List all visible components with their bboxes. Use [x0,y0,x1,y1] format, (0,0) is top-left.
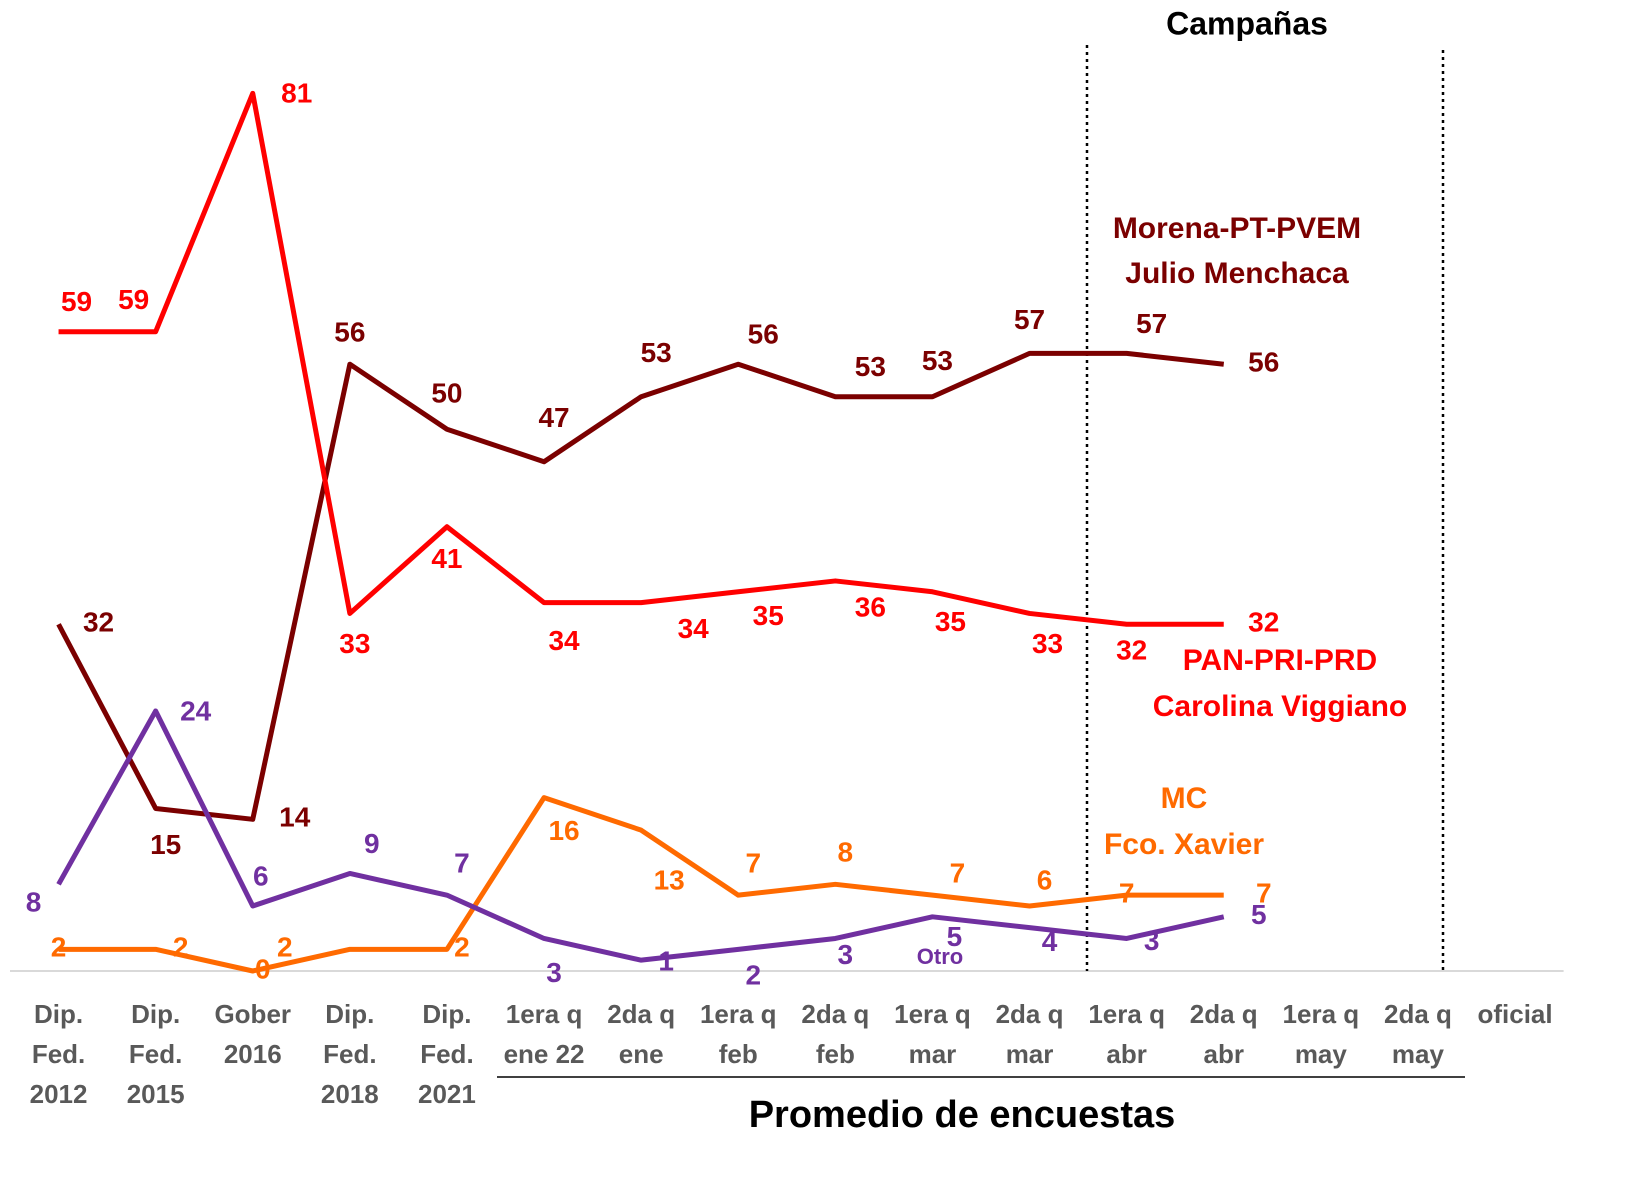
data-label: 15 [150,829,181,860]
x-tick-label: 1era q ene 22 [504,999,585,1069]
x-tick-label: Dip. Fed. 2018 [321,999,379,1109]
data-label: 2 [277,932,293,963]
data-label: 1 [658,946,674,977]
data-label: 36 [855,591,886,622]
data-label: 53 [922,345,953,376]
data-label: 32 [83,607,114,638]
data-label: 59 [118,284,149,315]
x-tick-label: 1era q mar [894,999,971,1069]
data-label: 14 [279,802,311,833]
data-label: 24 [180,695,212,726]
x-tick-label: 1era q feb [700,999,777,1069]
data-label: 3 [546,957,562,988]
x-tick-label: 1era q abr [1088,999,1165,1069]
data-label: 34 [548,625,580,656]
data-label: 9 [364,828,380,859]
data-label: 35 [753,600,784,631]
x-axis-title: Promedio de encuestas [749,1094,1176,1136]
data-label: 2 [173,932,189,963]
x-tick-label: Gober 2016 [214,999,291,1069]
data-label: 8 [838,837,854,868]
data-label: 35 [935,606,966,637]
x-tick-label: 1era q may [1283,999,1360,1069]
x-tick-label: 2da q ene [607,999,675,1069]
data-label: 57 [1136,308,1167,339]
data-label: 33 [1032,628,1063,659]
data-label: 47 [538,402,569,433]
data-label: 8 [26,887,42,918]
data-label: 7 [745,848,761,879]
data-label: 6 [253,860,269,891]
data-label: 53 [641,337,672,368]
series-line [58,795,1224,974]
data-label: 3 [838,939,854,970]
series-label: Otro [917,944,963,969]
data-label: 59 [61,286,92,317]
data-label: 0 [255,953,271,984]
data-label: 56 [1248,347,1279,378]
x-tick-label: Dip. Fed. 2015 [127,999,185,1109]
data-label: 33 [339,628,370,659]
x-tick-label: Dip. Fed. 2012 [30,999,88,1109]
series-label: Morena-PT-PVEM Julio Menchaca [1113,212,1361,290]
data-label: 7 [1119,878,1135,909]
data-label: 16 [548,815,579,846]
data-label: 81 [281,78,312,109]
series-line [56,350,1225,822]
series-line [58,90,1224,627]
data-label: 2 [745,960,761,991]
data-label: 2 [51,932,67,963]
data-label: 34 [678,613,710,644]
data-label: 53 [855,351,886,382]
data-label: 32 [1248,607,1279,638]
data-label: 7 [950,858,966,889]
data-label: 13 [654,865,685,896]
data-label: 7 [454,848,470,879]
data-label: 50 [431,378,462,409]
data-label: 56 [334,317,365,348]
data-label: 56 [748,319,779,350]
x-tick-label: 2da q feb [801,999,869,1069]
data-label: 57 [1014,304,1045,335]
x-tick-label: oficial [1477,999,1552,1029]
x-tick-label: 2da q abr [1190,999,1258,1069]
data-label: 7 [1256,878,1272,909]
data-label: 41 [431,543,462,574]
series-line [56,708,1225,963]
data-label: 5 [947,921,963,952]
series-label: PAN-PRI-PRD Carolina Viggiano [1153,644,1408,723]
chart-title: Campañas [1166,5,1328,41]
data-label: 5 [1251,899,1267,930]
x-tick-label: Dip. Fed. 2021 [418,999,476,1109]
data-label: 4 [1042,926,1058,957]
series-label: MC Fco. Xavier [1104,782,1264,861]
x-tick-label: 2da q mar [996,999,1064,1069]
x-tick-label: 2da q may [1384,999,1452,1069]
data-label: 32 [1116,635,1147,666]
data-label: 6 [1037,864,1053,895]
data-label: 3 [1144,925,1160,956]
data-label: 2 [454,932,470,963]
